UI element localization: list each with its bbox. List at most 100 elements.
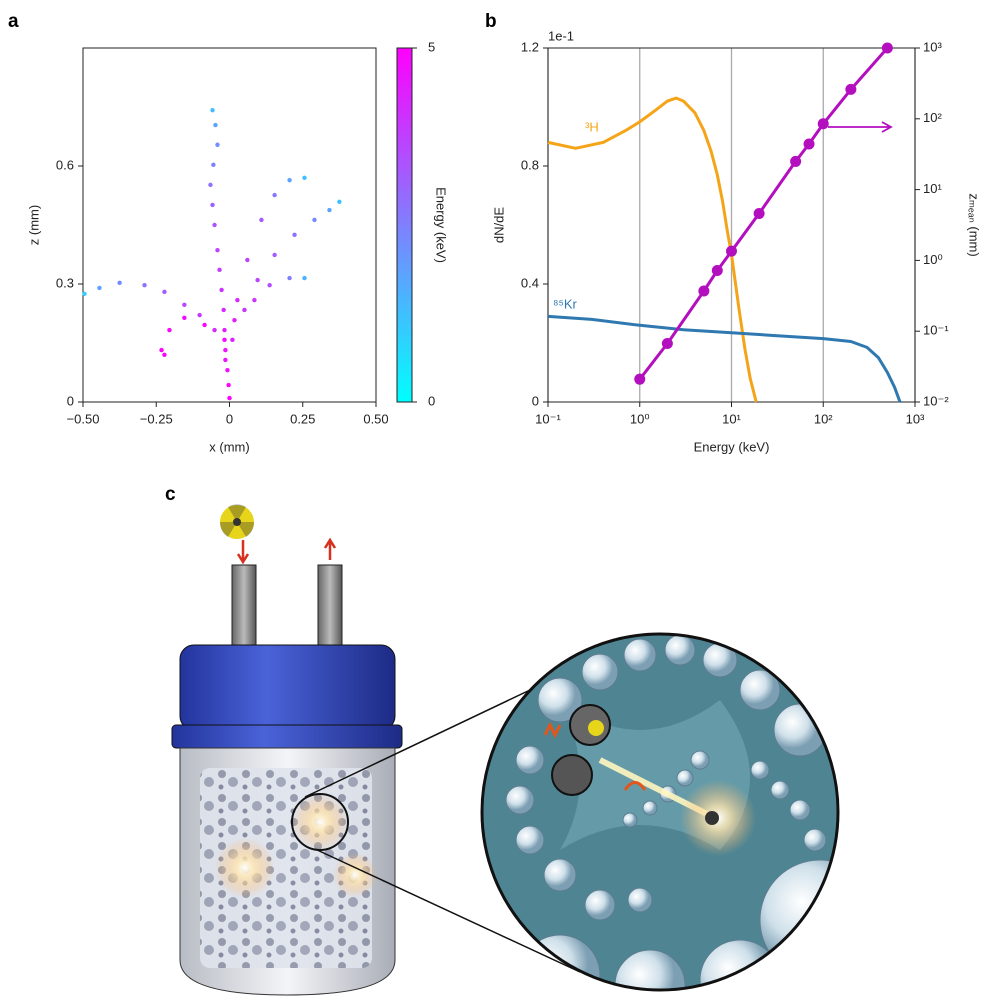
colorbar-label: Energy (keV) [434, 187, 449, 263]
y-tick-label: 0 [532, 393, 539, 408]
track-point [287, 275, 292, 281]
x-tick-label: −0.25 [140, 411, 173, 426]
plot-frame [82, 47, 377, 403]
track-point [312, 217, 317, 223]
track-point [292, 232, 297, 238]
y-offset-label: 1e-1 [548, 28, 574, 43]
plot-frame [547, 47, 916, 403]
track-point [213, 122, 218, 128]
series-marker [711, 265, 723, 277]
track-point [162, 289, 167, 295]
series-line [547, 314, 902, 403]
x-tick-label: −0.50 [67, 411, 100, 426]
series-marker [634, 373, 646, 385]
track-point [182, 315, 187, 321]
x-axis-label: Energy (keV) [694, 439, 770, 454]
track-point [82, 291, 87, 297]
track-point [222, 337, 227, 343]
track-point [267, 282, 272, 288]
track-point [259, 217, 264, 223]
track-point [210, 107, 215, 113]
track-point [222, 327, 227, 333]
track-point [287, 177, 292, 183]
x-tick-label: 0.25 [290, 411, 315, 426]
y-tick-label: 0.8 [521, 157, 539, 172]
track-point [212, 327, 217, 333]
track-point [217, 267, 222, 273]
colorbar-tick-label: 5 [428, 39, 435, 54]
inlet-arrow [236, 540, 250, 565]
track-point [221, 307, 226, 313]
track-point [219, 287, 224, 293]
vial-cap-band [171, 724, 403, 749]
zoom-frame [480, 632, 840, 992]
radiation-symbol [219, 504, 255, 539]
tube [317, 564, 343, 651]
track-point [97, 285, 102, 291]
y2-tick-label: 10² [923, 110, 942, 125]
x-tick-label: 0 [226, 411, 233, 426]
series-marker [661, 338, 673, 350]
panel-label: b [485, 11, 497, 32]
y-tick-label: 0 [67, 393, 74, 408]
y2-tick-label: 10¹ [923, 181, 942, 196]
track-point [302, 175, 307, 180]
x-tick-label: 0.50 [363, 411, 388, 426]
x-tick-label: 10¹ [722, 411, 741, 426]
series-label: ³H [585, 119, 599, 134]
track-point [230, 337, 235, 343]
series-marker [753, 207, 765, 219]
track-point [117, 280, 122, 286]
track-point [242, 307, 247, 313]
panel-label: c [165, 484, 176, 505]
track-point [202, 322, 207, 328]
zoom-line [314, 848, 581, 973]
zoom-line [304, 689, 531, 798]
glow [333, 853, 377, 897]
track-point [255, 277, 260, 283]
track-point [167, 327, 172, 333]
track-point [302, 275, 307, 281]
series-marker [881, 42, 893, 54]
track-point [215, 247, 220, 253]
track-point [197, 312, 202, 318]
track-point [227, 395, 232, 401]
track-point [337, 199, 342, 204]
track-point [212, 222, 217, 228]
y-tick-label: 0.4 [521, 275, 539, 290]
series-marker [845, 83, 857, 95]
illustration: c [165, 484, 840, 996]
y-axis-label: z (mm) [26, 205, 41, 245]
panel-label: a [8, 11, 19, 32]
series-marker [803, 138, 815, 150]
x-axis-label: x (mm) [209, 439, 249, 454]
track-point [327, 207, 332, 213]
track-point [245, 257, 250, 263]
vial-cap [179, 644, 396, 731]
x-tick-label: 10⁻¹ [535, 411, 561, 426]
track-point [272, 192, 277, 198]
track-point [182, 302, 187, 308]
x-tick-label: 10² [814, 411, 833, 426]
track-point [215, 142, 220, 147]
y-tick-label: 1.2 [521, 39, 539, 54]
x-tick-label: 10³ [906, 411, 925, 426]
track-point [232, 317, 237, 323]
tube [231, 564, 257, 651]
track-point [226, 382, 231, 388]
axis-arrow [828, 121, 893, 133]
y-axis-label: dN/dE [491, 207, 506, 243]
series-marker [698, 285, 710, 297]
series-marker [790, 155, 802, 167]
track-point [223, 357, 228, 363]
series-line [547, 96, 758, 403]
colorbar [396, 47, 413, 403]
zoom-source [291, 793, 349, 851]
track-point [272, 252, 277, 258]
track-point [142, 282, 147, 288]
y-tick-label: 0.3 [56, 275, 74, 290]
x-tick-label: 10⁰ [630, 411, 650, 426]
series-marker [817, 118, 829, 130]
track-point [225, 367, 230, 373]
